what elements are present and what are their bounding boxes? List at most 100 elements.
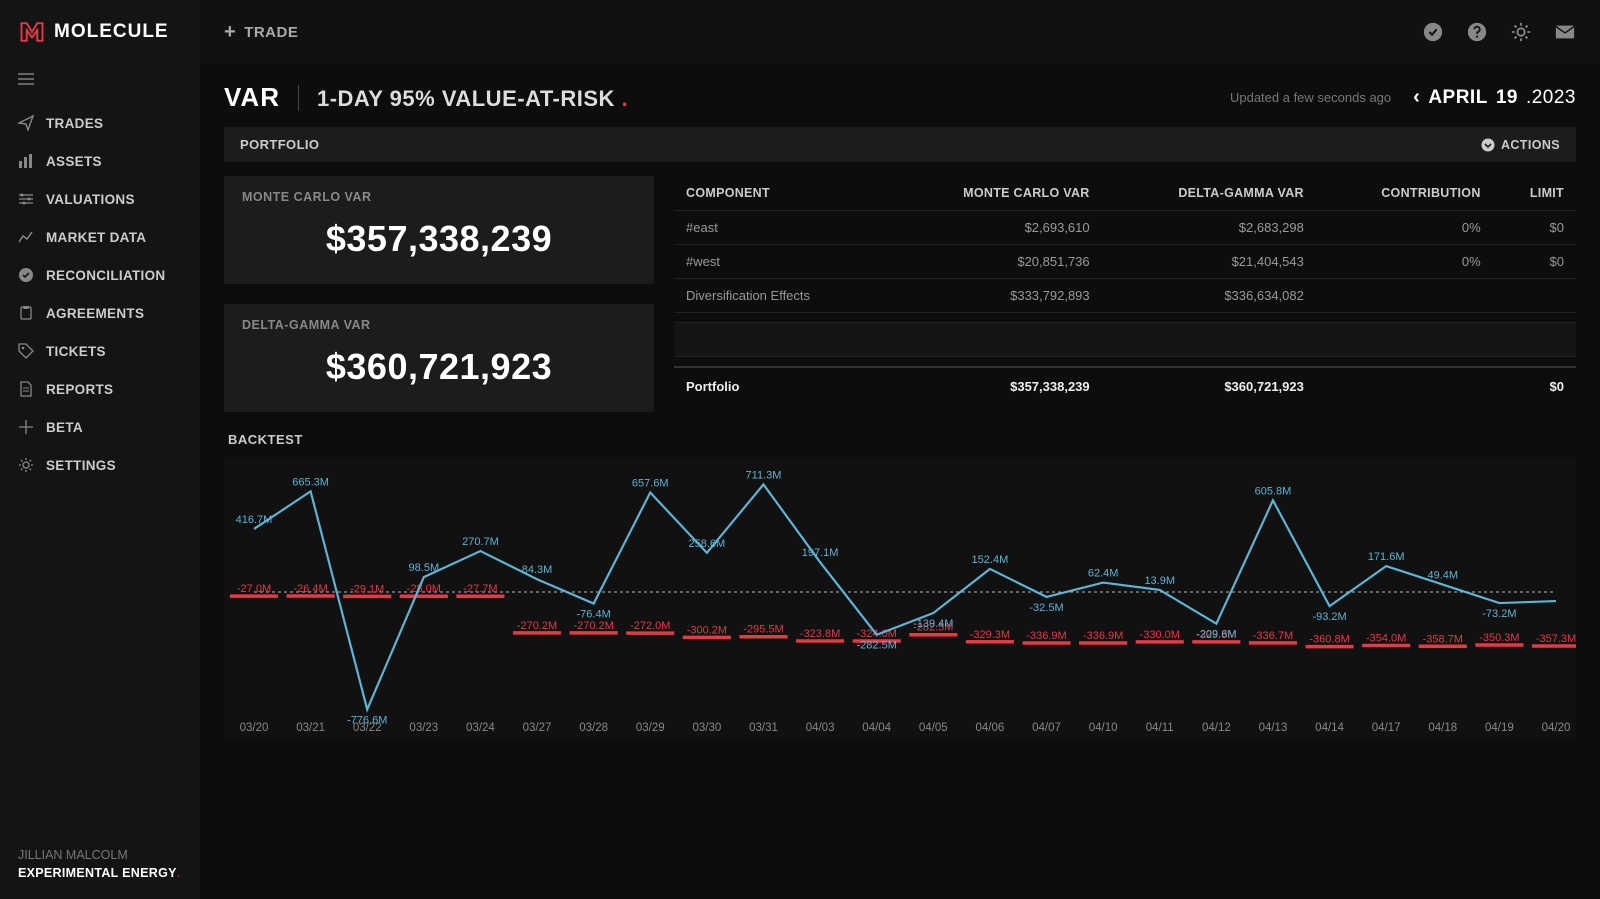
menu-toggle[interactable] xyxy=(0,64,200,98)
sidebar-item-assets[interactable]: ASSETS xyxy=(0,142,200,180)
svg-text:04/19: 04/19 xyxy=(1485,722,1514,734)
svg-text:04/14: 04/14 xyxy=(1315,722,1344,734)
nav-item-label: RECONCILIATION xyxy=(46,268,165,283)
sidebar-item-beta[interactable]: BETA xyxy=(0,408,200,446)
trade-button-label: TRADE xyxy=(244,24,298,41)
sidebar-item-settings[interactable]: SETTINGS xyxy=(0,446,200,484)
svg-text:03/31: 03/31 xyxy=(749,722,778,734)
svg-text:03/24: 03/24 xyxy=(466,722,495,734)
date-picker[interactable]: ‹ APRIL 19.2023 xyxy=(1413,86,1576,109)
col-dg-var: DELTA-GAMMA VAR xyxy=(1102,176,1316,211)
user-block[interactable]: JILLIAN MALCOLM EXPERIMENTAL ENERGY. xyxy=(0,834,200,899)
svg-text:258.6M: 258.6M xyxy=(689,538,726,550)
company-dot: . xyxy=(177,866,180,880)
date-year: .2023 xyxy=(1526,87,1576,109)
svg-text:04/10: 04/10 xyxy=(1089,722,1118,734)
svg-text:98.5M: 98.5M xyxy=(409,562,440,574)
sidebar-item-reconciliation[interactable]: RECONCILIATION xyxy=(0,256,200,294)
user-company: EXPERIMENTAL ENERGY xyxy=(18,866,177,880)
table-total-row: Portfolio $357,338,239 $360,721,923 $0 xyxy=(674,367,1576,405)
col-mc-var: MONTE CARLO VAR xyxy=(886,176,1102,211)
svg-text:04/04: 04/04 xyxy=(862,722,891,734)
svg-text:-323.8M: -323.8M xyxy=(800,628,840,640)
svg-text:04/07: 04/07 xyxy=(1032,722,1061,734)
svg-text:171.6M: 171.6M xyxy=(1368,551,1405,563)
page-title: VAR 1-DAY 95% VALUE-AT-RISK . xyxy=(224,82,628,113)
svg-text:-329.3M: -329.3M xyxy=(970,629,1010,641)
trade-button[interactable]: + TRADE xyxy=(224,21,298,44)
svg-text:04/17: 04/17 xyxy=(1372,722,1401,734)
svg-text:04/12: 04/12 xyxy=(1202,722,1231,734)
svg-text:-28.0M: -28.0M xyxy=(407,583,441,595)
nav: TRADES ASSETS VALUATIONS MARKET DATA REC… xyxy=(0,98,200,834)
svg-text:-26.4M: -26.4M xyxy=(293,583,327,595)
main: + TRADE VAR 1-DAY 95% VALUE-AT-RISK . Up… xyxy=(200,0,1600,899)
brand-logo[interactable]: MOLECULE xyxy=(0,0,200,64)
mail-icon[interactable] xyxy=(1554,21,1576,43)
svg-text:62.4M: 62.4M xyxy=(1088,568,1119,580)
svg-text:-29.1M: -29.1M xyxy=(350,583,384,595)
svg-text:84.3M: 84.3M xyxy=(522,564,553,576)
svg-text:416.7M: 416.7M xyxy=(236,514,273,526)
plus-icon: + xyxy=(224,21,236,44)
sidebar-item-valuations[interactable]: VALUATIONS xyxy=(0,180,200,218)
svg-text:-272.0M: -272.0M xyxy=(630,620,670,632)
backtest-label: BACKTEST xyxy=(224,432,1576,459)
dg-var-value: $360,721,923 xyxy=(242,346,636,388)
table-row[interactable]: Diversification Effects $333,792,893 $33… xyxy=(674,279,1576,313)
col-contribution: CONTRIBUTION xyxy=(1316,176,1493,211)
svg-text:-270.2M: -270.2M xyxy=(517,620,557,632)
col-limit: LIMIT xyxy=(1493,176,1576,211)
gear-icon xyxy=(18,457,34,473)
svg-text:-139.4M: -139.4M xyxy=(913,618,953,630)
portfolio-bar: PORTFOLIO ACTIONS xyxy=(224,127,1576,162)
sidebar-item-trades[interactable]: TRADES xyxy=(0,104,200,142)
svg-text:04/13: 04/13 xyxy=(1259,722,1288,734)
user-name: JILLIAN MALCOLM xyxy=(18,846,182,865)
svg-text:04/05: 04/05 xyxy=(919,722,948,734)
table-row[interactable]: #west $20,851,736 $21,404,543 0% $0 xyxy=(674,245,1576,279)
title-divider xyxy=(298,85,299,111)
sidebar: MOLECULE TRADES ASSETS VALUATIONS MARKET xyxy=(0,0,200,899)
svg-text:152.4M: 152.4M xyxy=(972,554,1009,566)
molecule-logo-icon xyxy=(18,18,46,46)
file-icon xyxy=(18,381,34,397)
nav-item-label: TRADES xyxy=(46,116,103,131)
nav-item-label: REPORTS xyxy=(46,382,113,397)
sidebar-item-market-data[interactable]: MARKET DATA xyxy=(0,218,200,256)
table-spacer xyxy=(674,323,1576,357)
settings-icon[interactable] xyxy=(1510,21,1532,43)
svg-text:-93.2M: -93.2M xyxy=(1312,611,1346,623)
svg-text:270.7M: 270.7M xyxy=(462,536,499,548)
hamburger-icon xyxy=(18,73,34,85)
table-row[interactable]: #east $2,693,610 $2,683,298 0% $0 xyxy=(674,211,1576,245)
svg-text:-282.5M: -282.5M xyxy=(857,640,897,652)
sidebar-item-agreements[interactable]: AGREEMENTS xyxy=(0,294,200,332)
subtitle-dot: . xyxy=(615,86,628,111)
backtest-chart[interactable]: -27.0M-26.4M-29.1M-28.0M-27.7M-270.2M-27… xyxy=(224,459,1576,739)
sidebar-item-tickets[interactable]: TICKETS xyxy=(0,332,200,370)
nav-item-label: TICKETS xyxy=(46,344,106,359)
svg-text:-295.5M: -295.5M xyxy=(743,624,783,636)
sidebar-item-reports[interactable]: REPORTS xyxy=(0,370,200,408)
page-header: VAR 1-DAY 95% VALUE-AT-RISK . Updated a … xyxy=(200,64,1600,127)
help-icon[interactable] xyxy=(1466,21,1488,43)
svg-text:-300.2M: -300.2M xyxy=(687,624,727,636)
chevron-left-icon: ‹ xyxy=(1413,86,1420,109)
svg-text:03/29: 03/29 xyxy=(636,722,665,734)
tag-icon xyxy=(18,343,34,359)
chevron-down-circle-icon xyxy=(1481,138,1495,152)
bar-chart-icon xyxy=(18,153,34,169)
check-circle-icon[interactable] xyxy=(1422,21,1444,43)
svg-text:-32.5M: -32.5M xyxy=(1029,602,1063,614)
nav-item-label: BETA xyxy=(46,420,83,435)
svg-text:03/20: 03/20 xyxy=(240,722,269,734)
paper-plane-icon xyxy=(18,115,34,131)
svg-text:-354.0M: -354.0M xyxy=(1366,633,1406,645)
actions-button[interactable]: ACTIONS xyxy=(1481,138,1560,152)
svg-text:605.8M: 605.8M xyxy=(1255,485,1292,497)
svg-text:-336.7M: -336.7M xyxy=(1253,630,1293,642)
svg-text:04/03: 04/03 xyxy=(806,722,835,734)
svg-text:49.4M: 49.4M xyxy=(1427,570,1458,582)
svg-text:-73.2M: -73.2M xyxy=(1482,608,1516,620)
